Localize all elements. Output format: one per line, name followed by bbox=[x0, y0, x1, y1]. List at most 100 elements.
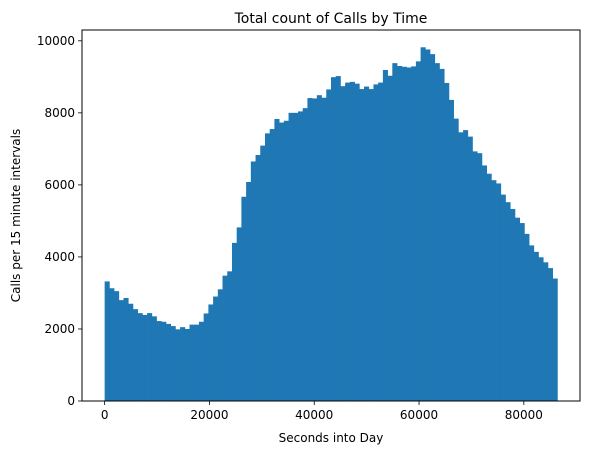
histogram-bar bbox=[132, 309, 138, 401]
histogram-bar bbox=[170, 326, 176, 401]
plot-frame bbox=[81, 29, 581, 402]
histogram-bar bbox=[227, 271, 233, 401]
x-tick-label: 0 bbox=[101, 408, 109, 422]
histogram-bar bbox=[411, 66, 417, 401]
histogram-bar bbox=[354, 83, 360, 402]
histogram-bar bbox=[194, 324, 200, 401]
histogram-bar bbox=[533, 251, 539, 401]
y-tick-label: 4000 bbox=[44, 250, 75, 264]
histogram-bar bbox=[326, 89, 332, 402]
histogram-bar bbox=[486, 173, 492, 401]
histogram-bar bbox=[477, 153, 483, 401]
histogram-bar bbox=[321, 97, 327, 401]
histogram-bar bbox=[373, 84, 379, 401]
histogram-bar bbox=[208, 304, 214, 401]
histogram-bar bbox=[250, 161, 256, 401]
histogram-bar bbox=[397, 66, 403, 402]
histogram-bar bbox=[331, 77, 337, 401]
histogram-bar bbox=[231, 242, 238, 401]
histogram-bar bbox=[382, 69, 388, 401]
histogram-bar bbox=[335, 76, 341, 401]
histogram-bar bbox=[481, 165, 487, 401]
histogram-bar bbox=[293, 112, 299, 401]
bars-group bbox=[104, 47, 558, 402]
histogram-bar bbox=[213, 296, 219, 401]
y-tick-label: 10000 bbox=[37, 34, 75, 48]
histogram-bar bbox=[378, 82, 384, 401]
histogram-bar bbox=[180, 327, 186, 401]
x-tick-label: 20000 bbox=[190, 408, 228, 422]
histogram-bar bbox=[114, 291, 120, 401]
histogram-bar bbox=[302, 108, 308, 401]
histogram-bar bbox=[184, 328, 190, 401]
histogram-bar bbox=[420, 47, 426, 401]
x-tick-label: 40000 bbox=[295, 408, 333, 422]
histogram-bar bbox=[264, 133, 271, 401]
histogram-bar bbox=[392, 63, 398, 401]
histogram-bar bbox=[104, 281, 110, 401]
y-axis-label: Calls per 15 minute intervals bbox=[9, 129, 23, 302]
histogram-bar bbox=[142, 314, 148, 401]
histogram-bar bbox=[246, 182, 252, 401]
x-tick-label: 60000 bbox=[400, 408, 438, 422]
histogram-bar bbox=[472, 151, 478, 401]
histogram-bar bbox=[175, 329, 181, 401]
histogram-bar bbox=[297, 111, 304, 402]
histogram-bar bbox=[288, 112, 294, 401]
histogram-bar bbox=[345, 82, 351, 401]
histogram-bar bbox=[510, 209, 516, 401]
y-tick-label: 2000 bbox=[44, 322, 75, 336]
histogram-bar bbox=[467, 136, 473, 401]
histogram-bar bbox=[547, 268, 553, 401]
histogram-bar bbox=[500, 194, 506, 401]
histogram-bar bbox=[118, 300, 124, 401]
histogram-bar bbox=[203, 313, 209, 401]
histogram-bar bbox=[123, 297, 129, 401]
histogram-bar bbox=[307, 98, 313, 401]
histogram-bar bbox=[425, 49, 431, 401]
histogram-bar bbox=[198, 321, 205, 401]
histogram-bar bbox=[340, 86, 346, 401]
histogram-bar bbox=[538, 257, 544, 401]
histogram-bar bbox=[316, 95, 322, 401]
histogram-bar bbox=[434, 63, 440, 401]
histogram-bar bbox=[274, 118, 280, 401]
histogram-bar bbox=[401, 66, 407, 402]
chart-title: Total count of Calls by Time bbox=[234, 11, 428, 27]
histogram-bar bbox=[151, 316, 157, 401]
histogram-bar bbox=[255, 154, 261, 401]
histogram-bar bbox=[529, 245, 535, 401]
histogram-bar bbox=[543, 262, 549, 401]
histogram-bar bbox=[189, 324, 195, 401]
histogram-bar bbox=[439, 68, 445, 402]
y-tick-label: 6000 bbox=[44, 178, 75, 192]
histogram-bar bbox=[519, 223, 525, 401]
histogram-bar bbox=[349, 81, 355, 402]
histogram-bar bbox=[448, 99, 454, 401]
histogram-bar bbox=[387, 75, 393, 402]
histogram-bar bbox=[217, 289, 223, 401]
histogram-bar bbox=[147, 313, 153, 401]
histogram-bar bbox=[552, 278, 558, 401]
histogram-bar bbox=[430, 54, 436, 401]
histogram-bar bbox=[491, 180, 497, 401]
y-tick-label: 0 bbox=[67, 394, 75, 408]
histogram-bar bbox=[312, 98, 318, 401]
histogram-bar bbox=[260, 145, 266, 401]
histogram-bar bbox=[236, 227, 242, 401]
histogram-bar bbox=[505, 202, 511, 401]
histogram-bar bbox=[524, 233, 530, 401]
x-axis-label: Seconds into Day bbox=[279, 431, 384, 445]
histogram-bar bbox=[156, 321, 162, 401]
histogram-bar bbox=[161, 321, 167, 401]
histogram-bar bbox=[514, 217, 520, 401]
histogram-bar bbox=[458, 132, 464, 402]
histogram-bar bbox=[415, 61, 421, 402]
histogram-bar bbox=[406, 67, 412, 402]
histogram-bar bbox=[137, 313, 143, 401]
histogram-bar bbox=[241, 196, 247, 401]
x-axis-ticks: 0 20000 40000 60000 80000 bbox=[101, 401, 543, 422]
histogram-bar bbox=[109, 288, 115, 401]
histogram-bar bbox=[283, 120, 289, 402]
